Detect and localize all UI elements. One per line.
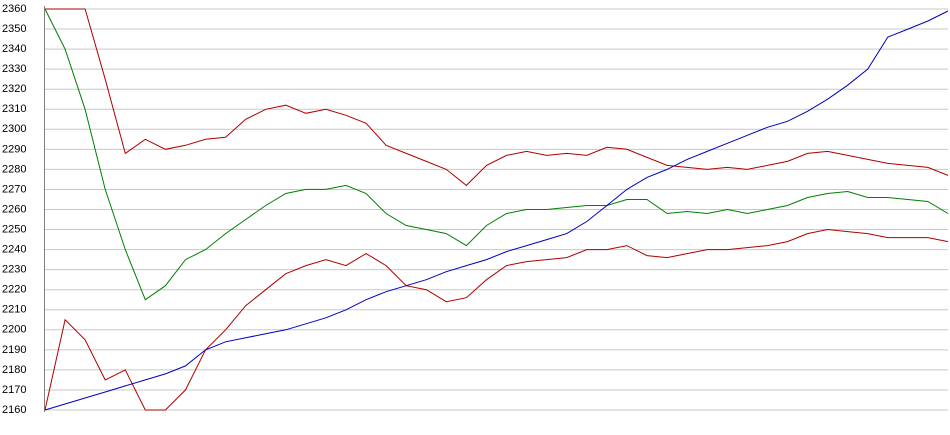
series-line xyxy=(45,8,949,187)
y-tick-label: 2290 xyxy=(2,143,26,155)
y-tick-label: 2230 xyxy=(2,264,26,276)
y-tick-label: 2190 xyxy=(2,344,26,356)
y-tick-label: 2330 xyxy=(2,63,26,75)
y-tick-label: 2220 xyxy=(2,284,26,296)
y-tick-label: 2360 xyxy=(2,3,26,15)
series-line xyxy=(44,10,949,411)
y-tick-label: 2310 xyxy=(2,103,26,115)
y-tick-label: 2350 xyxy=(2,23,26,35)
y-tick-label: 2270 xyxy=(2,183,26,195)
y-tick-label: 2170 xyxy=(2,384,26,396)
series-line xyxy=(44,228,949,411)
y-tick-label: 2260 xyxy=(2,203,26,215)
y-tick-label: 2200 xyxy=(2,324,26,336)
y-tick-label: 2210 xyxy=(2,304,26,316)
y-tick-label: 2300 xyxy=(2,123,26,135)
y-tick-label: 2240 xyxy=(2,244,26,256)
y-tick-label: 2340 xyxy=(2,43,26,55)
y-tick-label: 2180 xyxy=(2,364,26,376)
y-tick-label: 2280 xyxy=(2,163,26,175)
series-line xyxy=(44,8,949,301)
y-tick-label: 2250 xyxy=(2,223,26,235)
y-tick-label: 2320 xyxy=(2,83,26,95)
y-tick-label: 2160 xyxy=(2,404,26,416)
